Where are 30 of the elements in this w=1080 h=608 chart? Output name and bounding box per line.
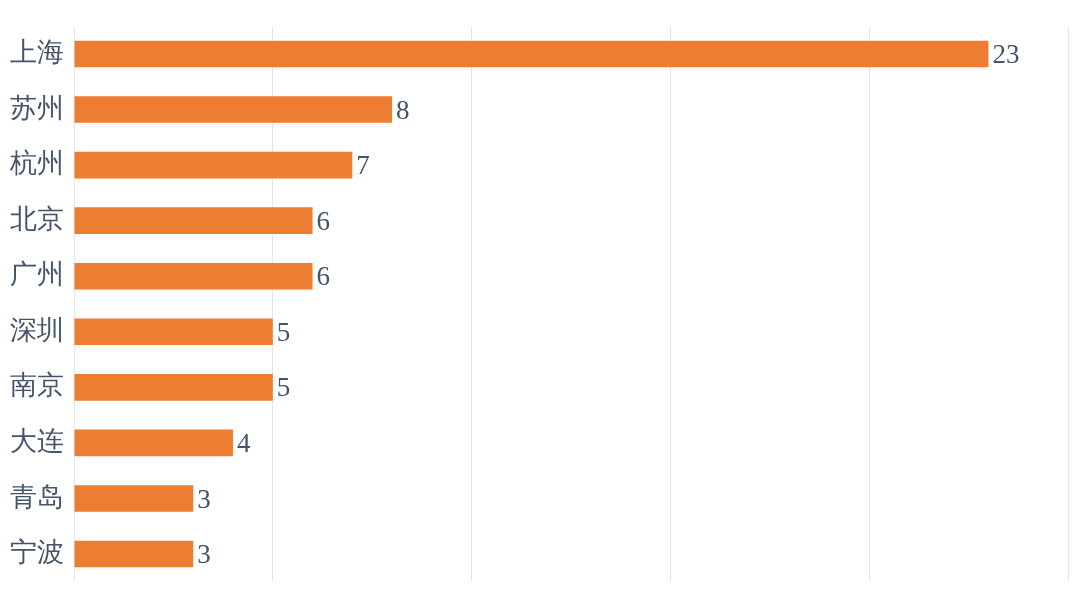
bar (74, 318, 273, 346)
data-label: 6 (316, 261, 331, 292)
y-tick-label: 深圳 (10, 314, 64, 345)
data-label: 5 (276, 372, 291, 403)
bar (74, 40, 989, 68)
y-tick-label: 青岛 (10, 481, 64, 512)
y-tick-label: 广州 (10, 259, 64, 290)
data-label: 7 (356, 150, 370, 181)
bar (74, 151, 353, 179)
bar (74, 262, 313, 290)
y-tick-label: 杭州 (9, 148, 64, 179)
data-label: 8 (396, 94, 410, 125)
bar (74, 429, 234, 457)
data-label: 5 (276, 316, 291, 347)
bar (74, 96, 393, 123)
data-label: 3 (197, 483, 211, 514)
data-label: 3 (197, 539, 211, 570)
y-tick-label: 南京 (10, 370, 64, 401)
data-label: 23 (992, 39, 1020, 70)
bar (74, 540, 194, 568)
data-label: 4 (237, 427, 252, 458)
y-tick-label: 苏州 (10, 92, 64, 123)
bar (74, 485, 194, 512)
y-tick-label: 宁波 (10, 537, 64, 568)
y-tick-label: 大连 (10, 425, 64, 456)
y-tick-label: 上海 (10, 37, 64, 68)
bar (74, 207, 313, 234)
data-label: 6 (316, 205, 331, 236)
bar (74, 374, 273, 401)
y-tick-label: 北京 (10, 203, 64, 234)
